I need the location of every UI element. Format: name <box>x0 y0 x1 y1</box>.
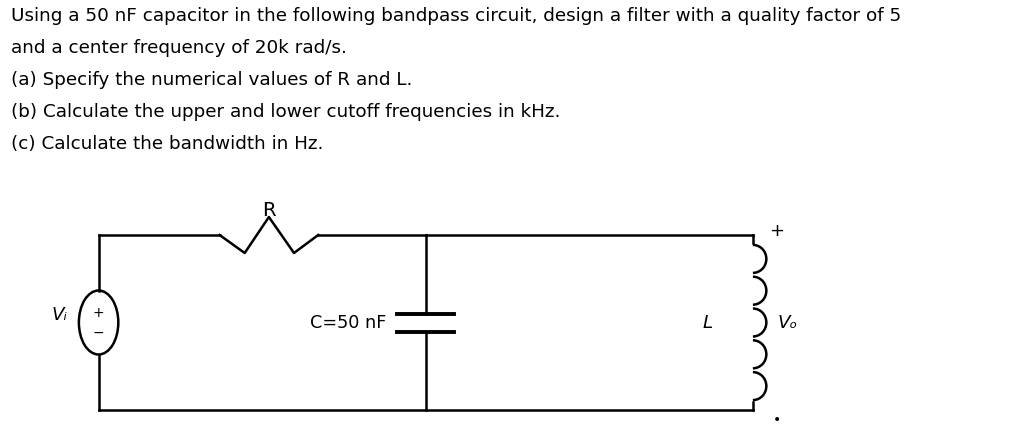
Text: −: − <box>93 326 104 340</box>
Text: R: R <box>262 201 275 220</box>
Text: (c) Calculate the bandwidth in Hz.: (c) Calculate the bandwidth in Hz. <box>11 135 324 153</box>
Text: •: • <box>773 413 781 427</box>
Text: and a center frequency of 20k rad/s.: and a center frequency of 20k rad/s. <box>11 39 347 57</box>
Text: Vₒ: Vₒ <box>778 313 799 331</box>
Text: +: + <box>93 305 104 319</box>
Text: Using a 50 nF capacitor in the following bandpass circuit, design a filter with : Using a 50 nF capacitor in the following… <box>11 7 901 25</box>
Text: Vᵢ: Vᵢ <box>51 305 68 323</box>
Text: L: L <box>702 313 713 331</box>
Text: (b) Calculate the upper and lower cutoff frequencies in kHz.: (b) Calculate the upper and lower cutoff… <box>11 103 560 121</box>
Text: +: + <box>769 222 784 240</box>
Text: (a) Specify the numerical values of R and L.: (a) Specify the numerical values of R an… <box>11 71 413 89</box>
Text: C=50 nF: C=50 nF <box>310 313 386 331</box>
